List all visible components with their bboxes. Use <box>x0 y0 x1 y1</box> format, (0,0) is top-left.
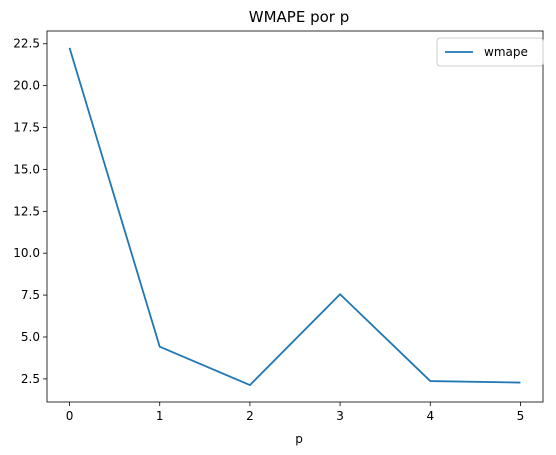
y-tick-label: 22.5 <box>13 37 40 51</box>
legend: wmape <box>436 37 544 67</box>
y-tick-label: 12.5 <box>13 204 40 218</box>
y-tick-label: 10.0 <box>13 246 40 260</box>
plot-area <box>46 30 544 403</box>
x-axis: 0 1 2 3 4 5 <box>66 402 525 423</box>
y-tick-label: 2.5 <box>21 372 40 386</box>
x-tick-label: 5 <box>517 409 525 423</box>
legend-box <box>436 37 544 67</box>
y-tick-label: 17.5 <box>13 121 40 135</box>
y-tick-label: 15.0 <box>13 162 40 176</box>
y-tick-label: 7.5 <box>21 288 40 302</box>
series-line-wmape <box>68 47 521 386</box>
x-axis-label: p <box>295 432 303 446</box>
chart-title: WMAPE por p <box>249 8 349 26</box>
x-tick-label: 1 <box>156 409 164 423</box>
x-tick-label: 0 <box>66 409 74 423</box>
x-tick-label: 3 <box>336 409 344 423</box>
x-tick-label: 2 <box>246 409 254 423</box>
y-tick-label: 20.0 <box>13 79 40 93</box>
x-tick-label: 4 <box>426 409 434 423</box>
legend-label-wmape: wmape <box>484 45 528 59</box>
axes-frame <box>46 30 544 403</box>
y-tick-label: 5.0 <box>21 330 40 344</box>
y-axis: 2.5 5.0 7.5 10.0 12.5 15.0 17.5 20.0 22.5 <box>13 37 47 386</box>
